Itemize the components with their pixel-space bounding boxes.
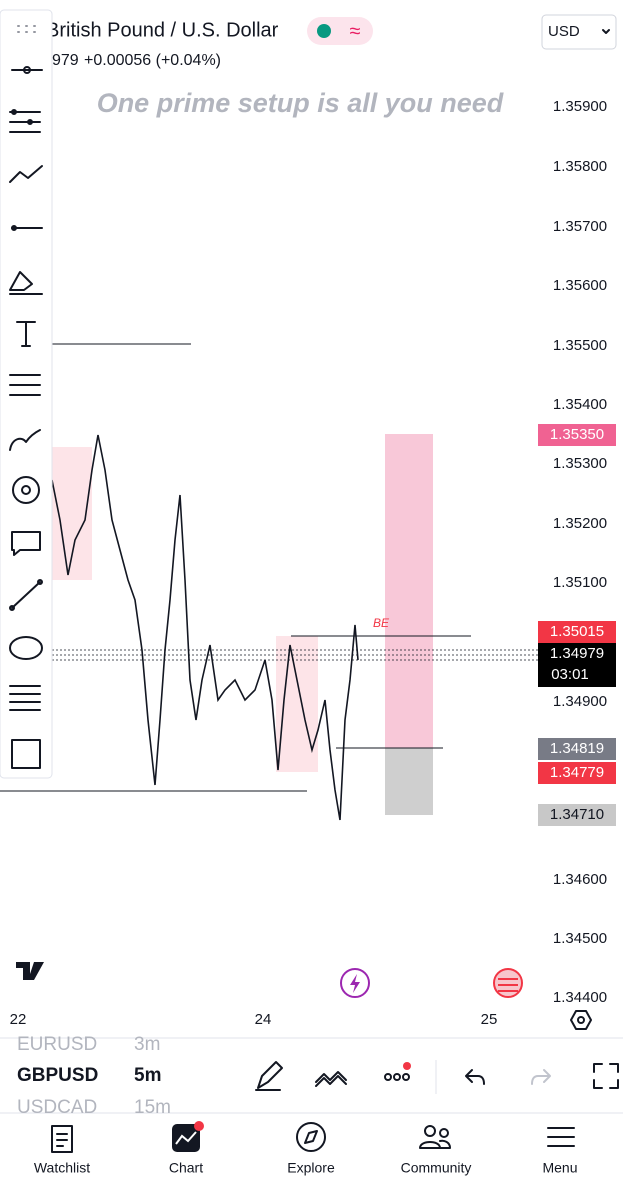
price-tick: 1.34500 — [553, 930, 607, 947]
price-label-box — [538, 738, 616, 760]
chevron — [602, 29, 610, 34]
price-tick: 1.34400 — [553, 989, 607, 1006]
logo — [16, 962, 44, 980]
price-label: 1.35015 — [550, 623, 604, 640]
settings[interactable] — [570, 1010, 592, 1030]
price-tick: 1.35700 — [553, 218, 607, 235]
price-label-box — [538, 424, 616, 446]
price-label: 1.34979 — [550, 645, 604, 662]
price-tick: 1.35900 — [553, 98, 607, 115]
price-tick: 1.34900 — [553, 693, 607, 710]
nav-badge — [194, 1121, 204, 1131]
price-tick: 1.35300 — [553, 455, 607, 472]
nav-label[interactable]: Watchlist — [34, 1160, 90, 1176]
nav-label[interactable]: Community — [401, 1160, 472, 1176]
price-tick: 1.35800 — [553, 158, 607, 175]
nav-icons — [51, 1122, 575, 1153]
price-label: 1.34779 — [550, 764, 604, 781]
chart-tools — [255, 1061, 619, 1091]
delay-icon: ≈ — [350, 20, 361, 42]
headline: One prime setup is all you need — [97, 88, 504, 118]
chart-nav-line — [175, 1131, 197, 1145]
price-label: 1.35350 — [550, 426, 604, 443]
notify-dot — [403, 1062, 411, 1070]
nav-label[interactable]: Menu — [542, 1160, 577, 1176]
interval[interactable]: 5m — [134, 1065, 161, 1086]
symbol-title: British Pound / U.S. Dollar — [46, 19, 279, 41]
price-tick: 1.35600 — [553, 277, 607, 294]
currency-select[interactable] — [541, 14, 617, 50]
status-badge — [307, 17, 373, 45]
price-label-box — [538, 762, 616, 784]
price-label-box — [538, 804, 616, 826]
price-label-box — [538, 621, 616, 643]
settings-dot — [577, 1016, 585, 1024]
symbol[interactable]: EURUSD — [17, 1034, 97, 1055]
price-label: 1.34819 — [550, 740, 604, 757]
time-tick: 22 — [10, 1011, 27, 1028]
time-tick: 25 — [481, 1011, 498, 1028]
price-tick: 1.35100 — [553, 574, 607, 591]
tool-icons — [9, 25, 43, 769]
symbol[interactable]: GBPUSD — [17, 1065, 98, 1086]
market-open — [317, 24, 331, 38]
currency: USD — [548, 23, 580, 40]
price-label: 1.34710 — [550, 806, 604, 823]
price-tick: 1.35200 — [553, 515, 607, 532]
price-tick: 1.34600 — [553, 871, 607, 888]
stop-zone — [385, 748, 433, 815]
nav-label[interactable]: Chart — [169, 1160, 203, 1176]
target-zone — [385, 434, 433, 748]
flag-stripes — [498, 978, 518, 992]
price-tick: 1.35400 — [553, 396, 607, 413]
time-tick: 24 — [255, 1011, 272, 1028]
be-label: BE — [373, 616, 390, 630]
last-price: 979 — [52, 52, 79, 69]
countdown: 03:01 — [551, 666, 589, 683]
change: +0.00056 (+0.04%) — [84, 52, 221, 69]
interval[interactable]: 3m — [134, 1034, 160, 1055]
price-label-box — [538, 643, 616, 687]
price-lines — [52, 649, 538, 661]
interval[interactable]: 15m — [134, 1097, 171, 1118]
economic-event[interactable] — [493, 968, 523, 998]
chart-nav-icon — [172, 1124, 200, 1152]
symbol[interactable]: USDCAD — [17, 1097, 97, 1118]
price-tick: 1.35500 — [553, 337, 607, 354]
price-series — [51, 434, 359, 821]
nav-label[interactable]: Explore — [287, 1160, 335, 1176]
bolt — [350, 974, 360, 993]
